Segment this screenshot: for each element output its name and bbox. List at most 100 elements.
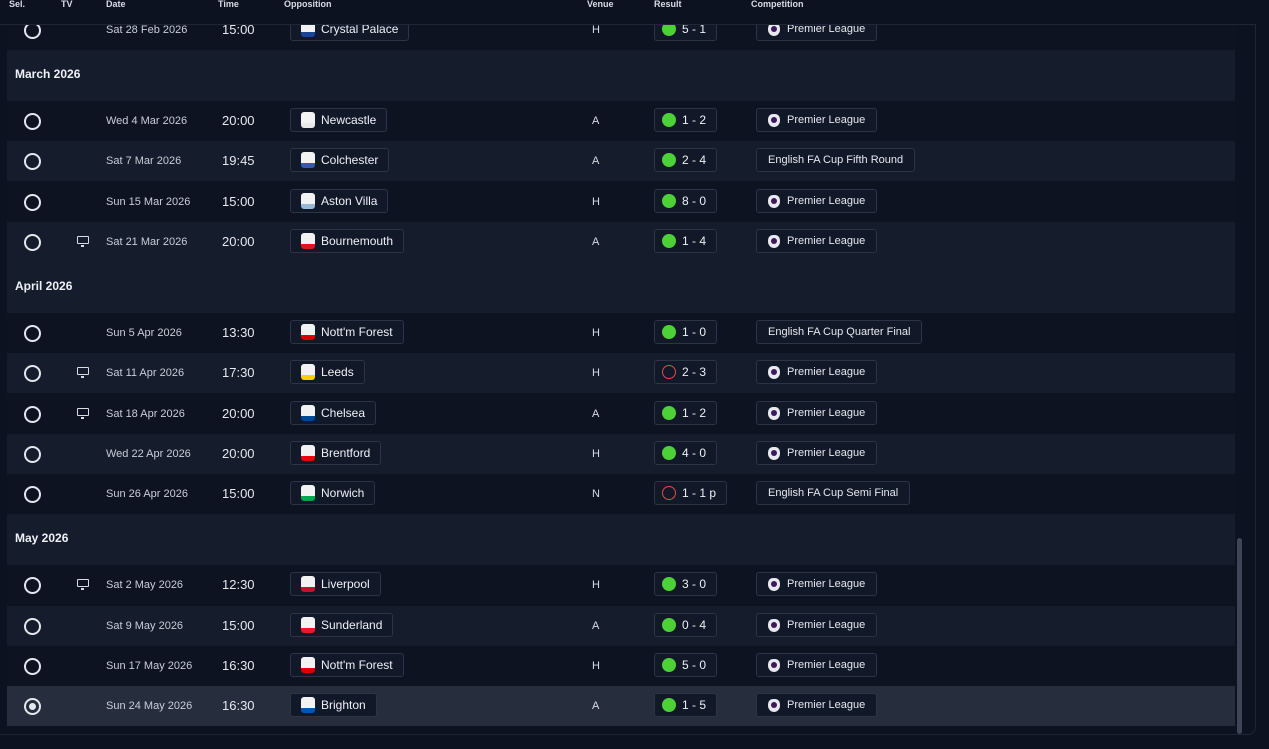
select-radio[interactable] xyxy=(24,486,41,503)
competition-name: Premier League xyxy=(787,23,866,35)
table-row[interactable]: Sun 15 Mar 2026 15:00 Aston Villa H 8 - 0 Pre… xyxy=(7,182,1235,222)
result-chip[interactable]: 1 - 2 xyxy=(654,401,718,425)
table-row[interactable]: Sat 18 Apr 2026 20:00 Chelsea A 1 - 2 Premier… xyxy=(7,394,1235,434)
header-time[interactable]: Time xyxy=(218,0,239,9)
competition-chip[interactable]: Premier League xyxy=(756,613,878,637)
select-radio[interactable] xyxy=(24,406,41,423)
competition-chip[interactable]: Premier League xyxy=(756,401,878,425)
competition-chip[interactable]: Premier League xyxy=(756,693,878,717)
opposition-chip[interactable]: Sunderland xyxy=(290,613,394,637)
premier-league-lion-icon xyxy=(768,234,780,248)
select-radio[interactable] xyxy=(24,577,41,594)
header-date[interactable]: Date xyxy=(106,0,126,9)
select-radio[interactable] xyxy=(24,698,41,715)
header-opposition[interactable]: Opposition xyxy=(284,0,332,9)
select-radio[interactable] xyxy=(24,618,41,635)
competition-name: Premier League xyxy=(787,114,866,126)
score: 2 - 4 xyxy=(682,153,707,167)
win-indicator-icon xyxy=(662,234,676,248)
score: 8 - 0 xyxy=(682,194,707,208)
table-row[interactable]: Sun 17 May 2026 16:30 Nott'm Forest H 5 - 0 P… xyxy=(7,646,1235,686)
result-chip[interactable]: 4 - 0 xyxy=(654,441,718,465)
competition-chip[interactable]: Premier League xyxy=(756,108,878,132)
select-radio[interactable] xyxy=(24,446,41,463)
table-row[interactable]: Wed 4 Mar 2026 20:00 Newcastle A 1 - 2 Premie… xyxy=(7,101,1235,141)
competition-chip[interactable]: Premier League xyxy=(756,441,878,465)
result-chip[interactable]: 1 - 4 xyxy=(654,229,718,253)
competition-chip[interactable]: English FA Cup Fifth Round xyxy=(756,148,916,172)
result-chip[interactable]: 8 - 0 xyxy=(654,189,718,213)
header-venue[interactable]: Venue xyxy=(587,0,614,9)
table-row[interactable]: Sat 2 May 2026 12:30 Liverpool H 3 - 0 Premie… xyxy=(7,565,1235,605)
select-radio[interactable] xyxy=(24,113,41,130)
opposition-chip[interactable]: Newcastle xyxy=(290,108,388,132)
opposition-chip[interactable]: Nott'm Forest xyxy=(290,653,404,677)
result-chip[interactable]: 1 - 0 xyxy=(654,320,718,344)
header-competition[interactable]: Competition xyxy=(751,0,804,9)
month-heading-march: March 2026 xyxy=(7,50,1235,102)
venue: A xyxy=(592,155,600,167)
select-radio[interactable] xyxy=(24,365,41,382)
competition-name: Premier League xyxy=(787,195,866,207)
header-sel[interactable]: Sel. xyxy=(9,0,26,9)
match-date: Sun 17 May 2026 xyxy=(106,660,193,672)
table-row[interactable]: Wed 22 Apr 2026 20:00 Brentford H 4 - 0 Premi… xyxy=(7,434,1235,474)
competition-chip[interactable]: English FA Cup Quarter Final xyxy=(756,320,923,344)
table-row[interactable]: Sat 9 May 2026 15:00 Sunderland A 0 - 4 Premi… xyxy=(7,606,1235,646)
select-radio[interactable] xyxy=(24,658,41,675)
result-chip[interactable]: 2 - 3 xyxy=(654,360,718,384)
venue: N xyxy=(592,488,600,500)
opposition-chip[interactable]: Norwich xyxy=(290,481,376,505)
tv-icon xyxy=(77,367,89,378)
venue: A xyxy=(592,408,600,420)
header-tv[interactable]: TV xyxy=(61,0,73,9)
table-row[interactable]: Sun 24 May 2026 16:30 Brighton A 1 - 5 Premie… xyxy=(7,686,1235,726)
premier-league-lion-icon xyxy=(768,406,780,420)
opposition-chip[interactable]: Leeds xyxy=(290,360,365,384)
scrollbar-thumb[interactable] xyxy=(1237,538,1242,734)
header-result[interactable]: Result xyxy=(654,0,682,9)
select-radio[interactable] xyxy=(24,153,41,170)
result-chip[interactable]: 1 - 5 xyxy=(654,693,718,717)
kickoff-time: 17:30 xyxy=(222,365,255,380)
result-chip[interactable]: 2 - 4 xyxy=(654,148,718,172)
table-row[interactable]: Sun 5 Apr 2026 13:30 Nott'm Forest H 1 - 0 En… xyxy=(7,313,1235,353)
select-radio[interactable] xyxy=(24,234,41,251)
competition-chip[interactable]: Premier League xyxy=(756,572,878,596)
opposition-name: Brighton xyxy=(321,698,366,712)
opposition-name: Chelsea xyxy=(321,406,366,420)
opposition-chip[interactable]: Bournemouth xyxy=(290,229,405,253)
competition-chip[interactable]: Premier League xyxy=(756,229,878,253)
competition-chip[interactable]: Premier League xyxy=(756,360,878,384)
result-chip[interactable]: 1 - 1 p xyxy=(654,481,728,505)
month-heading-may: May 2026 xyxy=(7,514,1235,566)
win-indicator-icon xyxy=(662,406,676,420)
result-chip[interactable]: 5 - 0 xyxy=(654,653,718,677)
kickoff-time: 15:00 xyxy=(222,486,255,501)
result-chip[interactable]: 0 - 4 xyxy=(654,613,718,637)
opposition-chip[interactable]: Nott'm Forest xyxy=(290,320,404,344)
result-chip[interactable]: 3 - 0 xyxy=(654,572,718,596)
table-row[interactable]: Sat 11 Apr 2026 17:30 Leeds H 2 - 3 Premier L… xyxy=(7,353,1235,393)
result-chip[interactable]: 1 - 2 xyxy=(654,108,718,132)
opposition-chip[interactable]: Aston Villa xyxy=(290,189,389,213)
opposition-name: Colchester xyxy=(321,153,379,167)
competition-name: English FA Cup Semi Final xyxy=(768,487,899,499)
competition-chip[interactable]: Premier League xyxy=(756,189,878,213)
opposition-chip[interactable]: Brentford xyxy=(290,441,382,465)
select-radio[interactable] xyxy=(24,194,41,211)
opposition-chip[interactable]: Brighton xyxy=(290,693,377,717)
club-crest-icon xyxy=(301,193,315,209)
venue: H xyxy=(592,579,600,591)
competition-chip[interactable]: Premier League xyxy=(756,653,878,677)
opposition-chip[interactable]: Colchester xyxy=(290,148,390,172)
table-row[interactable]: Sat 7 Mar 2026 19:45 Colchester A 2 - 4 Engli… xyxy=(7,141,1235,181)
competition-chip[interactable]: English FA Cup Semi Final xyxy=(756,481,911,505)
select-radio[interactable] xyxy=(24,325,41,342)
table-row[interactable]: Sun 26 Apr 2026 15:00 Norwich N 1 - 1 p Engli… xyxy=(7,474,1235,514)
opposition-chip[interactable]: Chelsea xyxy=(290,401,377,425)
opposition-chip[interactable]: Liverpool xyxy=(290,572,381,596)
month-label: March 2026 xyxy=(15,67,81,81)
table-row[interactable]: Sat 21 Mar 2026 20:00 Bournemouth A 1 - 4 Pre… xyxy=(7,222,1235,262)
table-header: Sel. TV Date Time Opposition Venue Resul… xyxy=(0,0,1256,25)
